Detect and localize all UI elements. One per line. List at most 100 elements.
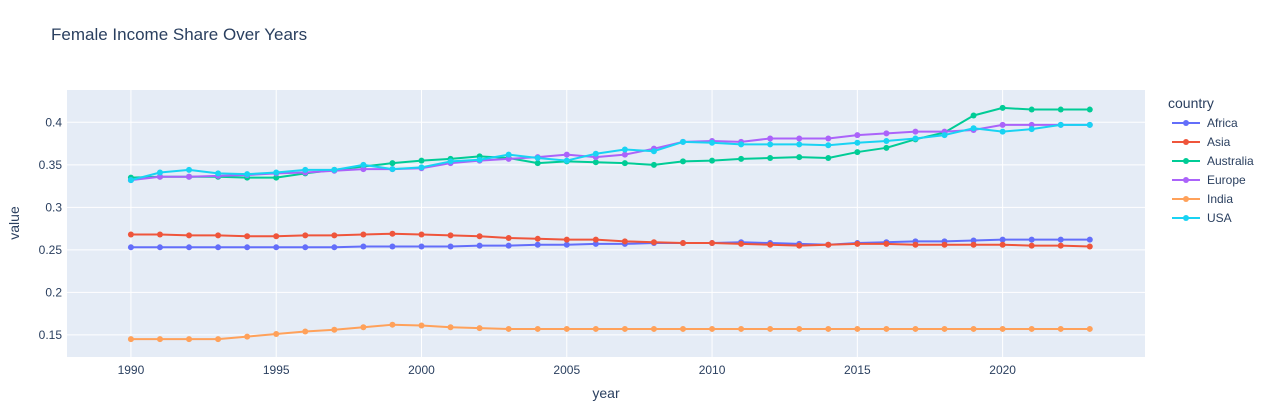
data-point xyxy=(447,232,454,239)
data-point xyxy=(534,235,541,242)
data-point xyxy=(999,121,1006,128)
data-point xyxy=(156,173,163,180)
data-point xyxy=(999,325,1006,332)
data-point xyxy=(186,166,193,173)
data-point xyxy=(447,158,454,165)
data-point xyxy=(825,325,832,332)
data-point xyxy=(273,233,280,240)
legend-item-usa[interactable]: USA xyxy=(1172,211,1232,225)
legend-title: country xyxy=(1168,95,1214,111)
data-point xyxy=(854,149,861,156)
data-point xyxy=(331,232,338,239)
data-point xyxy=(621,325,628,332)
data-point xyxy=(389,160,396,167)
x-axis-label: year xyxy=(592,385,620,401)
data-point xyxy=(738,325,745,332)
data-point xyxy=(360,161,367,168)
data-point xyxy=(505,325,512,332)
legend-item-africa[interactable]: Africa xyxy=(1172,116,1238,130)
legend-marker-swatch xyxy=(1183,177,1189,183)
data-point xyxy=(680,158,686,165)
data-point xyxy=(302,232,309,239)
data-point xyxy=(1086,106,1093,113)
data-point xyxy=(273,174,280,181)
data-point xyxy=(1028,242,1035,249)
data-point xyxy=(680,138,686,145)
series-india xyxy=(127,321,1093,343)
data-point xyxy=(563,157,570,164)
data-point xyxy=(273,331,280,338)
data-point xyxy=(592,159,599,166)
data-point xyxy=(418,157,425,164)
data-point xyxy=(1086,325,1093,332)
data-point xyxy=(912,135,919,142)
data-point xyxy=(1086,236,1093,243)
data-point xyxy=(1057,121,1064,128)
data-point xyxy=(156,169,163,176)
data-point xyxy=(244,244,251,251)
data-point xyxy=(244,171,251,178)
x-tick-label: 1990 xyxy=(118,363,145,377)
data-point xyxy=(476,233,483,240)
data-point xyxy=(534,241,541,248)
data-point xyxy=(825,135,832,142)
data-point xyxy=(999,236,1006,243)
legend-item-asia[interactable]: Asia xyxy=(1172,135,1231,149)
legend-item-australia[interactable]: Australia xyxy=(1172,154,1254,168)
data-point xyxy=(970,241,977,248)
data-point xyxy=(883,325,890,332)
data-point xyxy=(767,241,774,248)
legend-marker-swatch xyxy=(1183,158,1189,164)
data-point xyxy=(331,244,338,251)
series-line xyxy=(130,323,1090,341)
data-point xyxy=(1057,325,1064,332)
data-point xyxy=(709,139,716,146)
data-point xyxy=(999,241,1006,248)
data-point xyxy=(970,112,977,119)
x-tick-label: 2010 xyxy=(699,363,726,377)
data-point xyxy=(1057,236,1064,243)
data-point xyxy=(767,141,774,148)
data-point xyxy=(621,160,628,167)
data-point xyxy=(970,125,977,132)
legend-marker-swatch xyxy=(1183,139,1189,145)
data-point xyxy=(912,128,919,135)
data-point xyxy=(970,237,977,244)
data-point xyxy=(127,336,134,343)
data-point xyxy=(621,151,628,158)
data-point xyxy=(883,240,890,247)
data-point xyxy=(621,238,628,245)
series-line xyxy=(130,123,1090,182)
plot-area xyxy=(67,90,1145,357)
x-tick-label: 1995 xyxy=(263,363,290,377)
data-point xyxy=(621,146,628,153)
data-point xyxy=(738,141,745,148)
data-point xyxy=(796,242,803,249)
legend-item-india[interactable]: India xyxy=(1172,192,1233,206)
data-point xyxy=(505,155,512,162)
y-tick-label: 0.2 xyxy=(45,285,62,299)
y-tick-label: 0.25 xyxy=(39,243,63,257)
y-axis-label: value xyxy=(6,206,22,240)
legend-label: USA xyxy=(1207,211,1232,225)
data-point xyxy=(825,241,832,248)
data-point xyxy=(854,139,861,146)
data-point xyxy=(592,325,599,332)
series-asia xyxy=(127,230,1093,250)
data-point xyxy=(534,325,541,332)
data-point xyxy=(302,166,309,173)
data-point xyxy=(156,244,163,251)
data-point xyxy=(563,151,570,158)
data-point xyxy=(418,231,425,238)
data-point xyxy=(1028,325,1035,332)
legend-item-europe[interactable]: Europe xyxy=(1172,173,1246,187)
legend[interactable]: country Africa Asia Australia Europe India US… xyxy=(1168,95,1254,225)
x-tick-label: 2005 xyxy=(553,363,580,377)
series-line xyxy=(130,232,1090,248)
data-point xyxy=(941,325,948,332)
data-point xyxy=(941,241,948,248)
data-point xyxy=(418,322,425,329)
y-tick-label: 0.4 xyxy=(45,115,62,129)
legend-label: Europe xyxy=(1207,173,1246,187)
